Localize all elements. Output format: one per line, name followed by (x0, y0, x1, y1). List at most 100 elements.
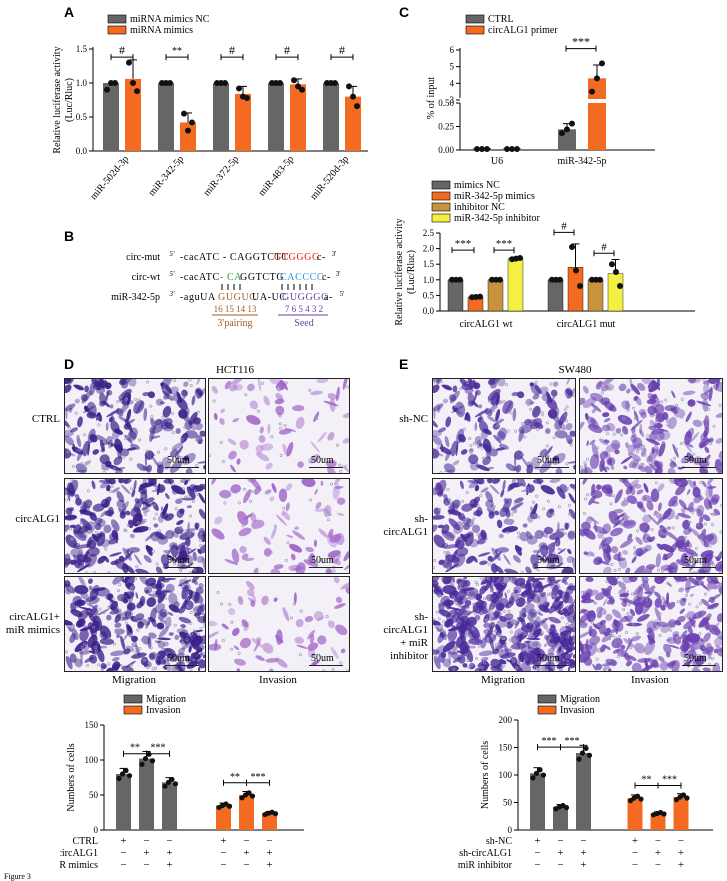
cell-blob (179, 549, 187, 564)
cell-blob (627, 495, 638, 504)
data-point (457, 276, 463, 283)
cell-blob (672, 443, 679, 458)
y-axis-label: (Luc/Rluc) (406, 250, 417, 294)
pore (180, 455, 184, 459)
cell-blob (511, 479, 516, 490)
cell-blob (521, 612, 527, 618)
pore (569, 616, 573, 620)
legend-swatch (123, 694, 143, 704)
pore (194, 489, 198, 493)
cell-blob (263, 548, 272, 557)
pore (465, 630, 469, 634)
pore (485, 619, 489, 623)
cell-blob (265, 462, 273, 470)
seq-circ-wt-site: CACCCC (280, 272, 324, 283)
sig-label: # (229, 43, 235, 57)
pore (111, 520, 115, 524)
pore (190, 632, 194, 636)
cell-blob (479, 585, 487, 595)
cell-blob (80, 508, 87, 515)
pore (464, 653, 468, 657)
pore (635, 631, 639, 635)
cell-blob (342, 379, 348, 390)
cell-blob (110, 443, 115, 447)
pore (626, 612, 630, 616)
cell-blob (74, 398, 80, 404)
cell-blob (690, 431, 700, 443)
y-tick-label: 0 (94, 825, 99, 835)
pore (458, 413, 462, 417)
cell-blob (499, 659, 507, 665)
cell-blob (176, 455, 180, 460)
cell-blob (649, 412, 655, 418)
cell-blob (179, 639, 193, 644)
cell-blob (715, 459, 722, 467)
cell-blob (629, 485, 636, 496)
pore (680, 415, 684, 419)
cell-blob (686, 427, 695, 439)
pore (680, 508, 684, 512)
e-micrograph: 50um (579, 378, 723, 474)
data-point (564, 126, 570, 133)
pore (437, 592, 441, 596)
pore (592, 636, 596, 640)
pore (84, 466, 88, 470)
cell-blob (230, 484, 242, 494)
pore (718, 403, 722, 407)
pore (660, 598, 664, 602)
data-point (332, 80, 338, 86)
pore (708, 544, 712, 548)
cell-blob (295, 416, 305, 430)
cell-blob (163, 641, 169, 647)
cell-blob (474, 633, 481, 644)
cell-blob (157, 616, 163, 623)
cell-blob (713, 381, 722, 392)
pore (448, 638, 452, 642)
cell-blob (714, 561, 722, 572)
pore (616, 655, 620, 659)
pore (442, 620, 446, 624)
cell-blob (341, 465, 349, 473)
pore (466, 381, 470, 385)
cell-blob (667, 601, 676, 610)
pore (563, 408, 567, 412)
pore (83, 433, 87, 437)
cell-blob (474, 436, 482, 445)
cell-blob (239, 637, 252, 649)
pore (213, 531, 217, 535)
cell-blob (660, 604, 666, 611)
data-point (589, 88, 595, 95)
cell-blob (495, 624, 502, 638)
cell-blob (109, 532, 117, 541)
pore (501, 581, 505, 585)
cell-blob (116, 499, 126, 508)
seq-tail: a- (324, 292, 333, 303)
cell-blob (524, 418, 532, 425)
cell-blob (671, 500, 679, 507)
panel-label-d: D (64, 356, 75, 372)
condition-label: miR mimics (60, 860, 98, 871)
x-tick-label: miR-372-5p (201, 154, 241, 199)
cell-blob (555, 528, 566, 533)
cell-blob (692, 610, 707, 620)
pore (681, 547, 685, 551)
condition-sign: − (220, 847, 226, 859)
row-label: sh-circALG1 (383, 513, 428, 538)
cell-blob (461, 587, 475, 592)
pore (626, 516, 630, 520)
pore (92, 388, 96, 392)
cell-blob (236, 458, 241, 465)
pore (613, 636, 617, 640)
pore (552, 594, 556, 598)
pore (546, 592, 550, 596)
pore (475, 617, 479, 621)
pore (476, 504, 480, 508)
cell-blob (441, 543, 449, 549)
pore (474, 580, 478, 584)
pore (152, 516, 156, 520)
cell-blob (198, 658, 205, 669)
pore (216, 591, 220, 595)
pore (501, 636, 505, 640)
cell-blob (450, 651, 460, 661)
cell-blob (582, 597, 587, 604)
